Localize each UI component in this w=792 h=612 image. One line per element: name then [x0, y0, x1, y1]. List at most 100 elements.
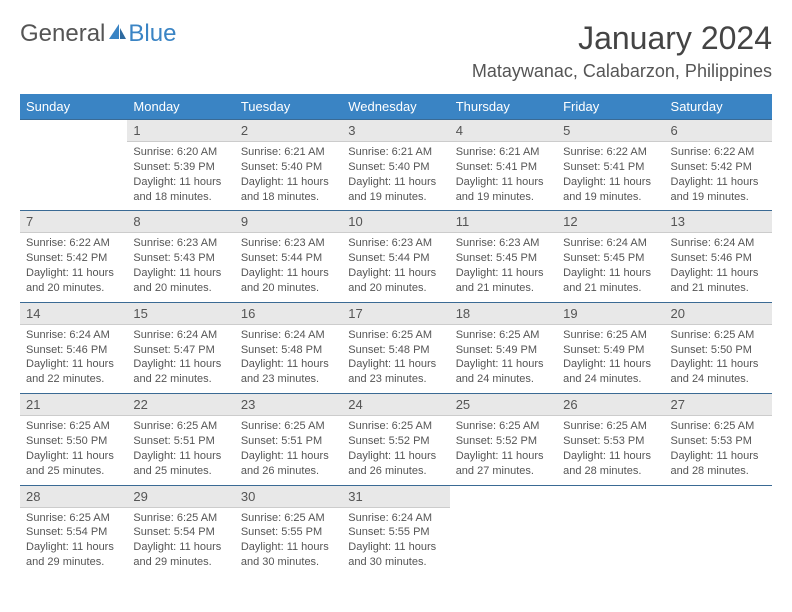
sunrise-line: Sunrise: 6:24 AM	[26, 328, 121, 343]
month-title: January 2024	[472, 20, 772, 57]
calendar-cell: 24Sunrise: 6:25 AMSunset: 5:52 PMDayligh…	[342, 393, 449, 484]
calendar-cell	[20, 119, 127, 210]
day-data: Sunrise: 6:20 AMSunset: 5:39 PMDaylight:…	[127, 142, 234, 210]
calendar-week-row: 14Sunrise: 6:24 AMSunset: 5:46 PMDayligh…	[20, 302, 772, 393]
day-data: Sunrise: 6:23 AMSunset: 5:44 PMDaylight:…	[235, 233, 342, 301]
sunset-line: Sunset: 5:43 PM	[133, 251, 228, 266]
day-data: Sunrise: 6:21 AMSunset: 5:41 PMDaylight:…	[450, 142, 557, 210]
weekday-header: Wednesday	[342, 94, 449, 119]
sunset-line: Sunset: 5:55 PM	[348, 525, 443, 540]
sunset-line: Sunset: 5:52 PM	[348, 434, 443, 449]
calendar-cell: 12Sunrise: 6:24 AMSunset: 5:45 PMDayligh…	[557, 210, 664, 301]
sunset-line: Sunset: 5:55 PM	[241, 525, 336, 540]
daylight-line: Daylight: 11 hours and 22 minutes.	[26, 357, 121, 387]
day-data: Sunrise: 6:23 AMSunset: 5:45 PMDaylight:…	[450, 233, 557, 301]
sunrise-line: Sunrise: 6:25 AM	[241, 419, 336, 434]
sunset-line: Sunset: 5:46 PM	[26, 343, 121, 358]
day-data: Sunrise: 6:24 AMSunset: 5:46 PMDaylight:…	[665, 233, 772, 301]
daylight-line: Daylight: 11 hours and 28 minutes.	[671, 449, 766, 479]
day-data: Sunrise: 6:25 AMSunset: 5:48 PMDaylight:…	[342, 325, 449, 393]
calendar-cell: 31Sunrise: 6:24 AMSunset: 5:55 PMDayligh…	[342, 485, 449, 576]
day-number: 9	[235, 210, 342, 233]
sunrise-line: Sunrise: 6:25 AM	[133, 511, 228, 526]
day-number: 5	[557, 119, 664, 142]
daylight-line: Daylight: 11 hours and 18 minutes.	[241, 175, 336, 205]
sunrise-line: Sunrise: 6:23 AM	[456, 236, 551, 251]
sunset-line: Sunset: 5:54 PM	[133, 525, 228, 540]
calendar-cell	[557, 485, 664, 576]
sunrise-line: Sunrise: 6:25 AM	[241, 511, 336, 526]
daylight-line: Daylight: 11 hours and 23 minutes.	[241, 357, 336, 387]
daylight-line: Daylight: 11 hours and 27 minutes.	[456, 449, 551, 479]
sunrise-line: Sunrise: 6:23 AM	[133, 236, 228, 251]
day-number: 23	[235, 393, 342, 416]
sunrise-line: Sunrise: 6:24 AM	[671, 236, 766, 251]
day-data: Sunrise: 6:22 AMSunset: 5:42 PMDaylight:…	[20, 233, 127, 301]
sunrise-line: Sunrise: 6:24 AM	[563, 236, 658, 251]
calendar-cell: 4Sunrise: 6:21 AMSunset: 5:41 PMDaylight…	[450, 119, 557, 210]
daylight-line: Daylight: 11 hours and 20 minutes.	[241, 266, 336, 296]
day-data: Sunrise: 6:22 AMSunset: 5:42 PMDaylight:…	[665, 142, 772, 210]
sunrise-line: Sunrise: 6:25 AM	[671, 419, 766, 434]
sunset-line: Sunset: 5:47 PM	[133, 343, 228, 358]
calendar-cell: 30Sunrise: 6:25 AMSunset: 5:55 PMDayligh…	[235, 485, 342, 576]
calendar-cell	[665, 485, 772, 576]
calendar-cell: 25Sunrise: 6:25 AMSunset: 5:52 PMDayligh…	[450, 393, 557, 484]
daylight-line: Daylight: 11 hours and 25 minutes.	[26, 449, 121, 479]
daylight-line: Daylight: 11 hours and 25 minutes.	[133, 449, 228, 479]
day-number: 2	[235, 119, 342, 142]
calendar-cell: 2Sunrise: 6:21 AMSunset: 5:40 PMDaylight…	[235, 119, 342, 210]
sunset-line: Sunset: 5:49 PM	[456, 343, 551, 358]
daylight-line: Daylight: 11 hours and 20 minutes.	[133, 266, 228, 296]
sunrise-line: Sunrise: 6:23 AM	[241, 236, 336, 251]
day-number: 30	[235, 485, 342, 508]
daylight-line: Daylight: 11 hours and 18 minutes.	[133, 175, 228, 205]
day-data: Sunrise: 6:25 AMSunset: 5:53 PMDaylight:…	[557, 416, 664, 484]
day-number: 3	[342, 119, 449, 142]
day-number: 14	[20, 302, 127, 325]
sunrise-line: Sunrise: 6:22 AM	[563, 145, 658, 160]
calendar-cell: 18Sunrise: 6:25 AMSunset: 5:49 PMDayligh…	[450, 302, 557, 393]
calendar-cell: 8Sunrise: 6:23 AMSunset: 5:43 PMDaylight…	[127, 210, 234, 301]
calendar-cell: 11Sunrise: 6:23 AMSunset: 5:45 PMDayligh…	[450, 210, 557, 301]
sunset-line: Sunset: 5:48 PM	[241, 343, 336, 358]
day-data: Sunrise: 6:25 AMSunset: 5:54 PMDaylight:…	[127, 508, 234, 576]
sunset-line: Sunset: 5:41 PM	[456, 160, 551, 175]
day-data: Sunrise: 6:25 AMSunset: 5:55 PMDaylight:…	[235, 508, 342, 576]
sunrise-line: Sunrise: 6:25 AM	[456, 328, 551, 343]
daylight-line: Daylight: 11 hours and 29 minutes.	[133, 540, 228, 570]
sunset-line: Sunset: 5:39 PM	[133, 160, 228, 175]
day-number: 15	[127, 302, 234, 325]
sunset-line: Sunset: 5:54 PM	[26, 525, 121, 540]
logo-text-1: General	[20, 20, 105, 48]
calendar-cell: 10Sunrise: 6:23 AMSunset: 5:44 PMDayligh…	[342, 210, 449, 301]
calendar-cell: 28 Sunrise: 6:25 AMSunset: 5:54 PMDayligh…	[20, 485, 127, 576]
day-number: 10	[342, 210, 449, 233]
day-data: Sunrise: 6:24 AMSunset: 5:48 PMDaylight:…	[235, 325, 342, 393]
sunset-line: Sunset: 5:42 PM	[671, 160, 766, 175]
sunset-line: Sunset: 5:50 PM	[671, 343, 766, 358]
daylight-line: Daylight: 11 hours and 29 minutes.	[26, 540, 121, 570]
sunset-line: Sunset: 5:52 PM	[456, 434, 551, 449]
day-data: Sunrise: 6:25 AMSunset: 5:50 PMDaylight:…	[665, 325, 772, 393]
sunrise-line: Sunrise: 6:23 AM	[348, 236, 443, 251]
sunrise-line: Sunrise: 6:22 AM	[26, 236, 121, 251]
sunrise-line: Sunrise: 6:21 AM	[241, 145, 336, 160]
calendar-page: General Blue January 2024 Mataywanac, Ca…	[0, 0, 792, 586]
weekday-header: Friday	[557, 94, 664, 119]
sunrise-line: Sunrise: 6:25 AM	[133, 419, 228, 434]
sunset-line: Sunset: 5:46 PM	[671, 251, 766, 266]
calendar-cell: 14 Sunrise: 6:24 AMSunset: 5:46 PMDayligh…	[20, 302, 127, 393]
sunrise-line: Sunrise: 6:25 AM	[26, 511, 121, 526]
sunrise-line: Sunrise: 6:25 AM	[563, 328, 658, 343]
daylight-line: Daylight: 11 hours and 30 minutes.	[348, 540, 443, 570]
sunrise-line: Sunrise: 6:24 AM	[241, 328, 336, 343]
day-number: 28	[20, 485, 127, 508]
day-number: 25	[450, 393, 557, 416]
daylight-line: Daylight: 11 hours and 21 minutes.	[456, 266, 551, 296]
day-number-blank	[665, 485, 772, 507]
weekday-header: Thursday	[450, 94, 557, 119]
sunset-line: Sunset: 5:48 PM	[348, 343, 443, 358]
sunset-line: Sunset: 5:41 PM	[563, 160, 658, 175]
logo-text-2: Blue	[128, 20, 176, 48]
